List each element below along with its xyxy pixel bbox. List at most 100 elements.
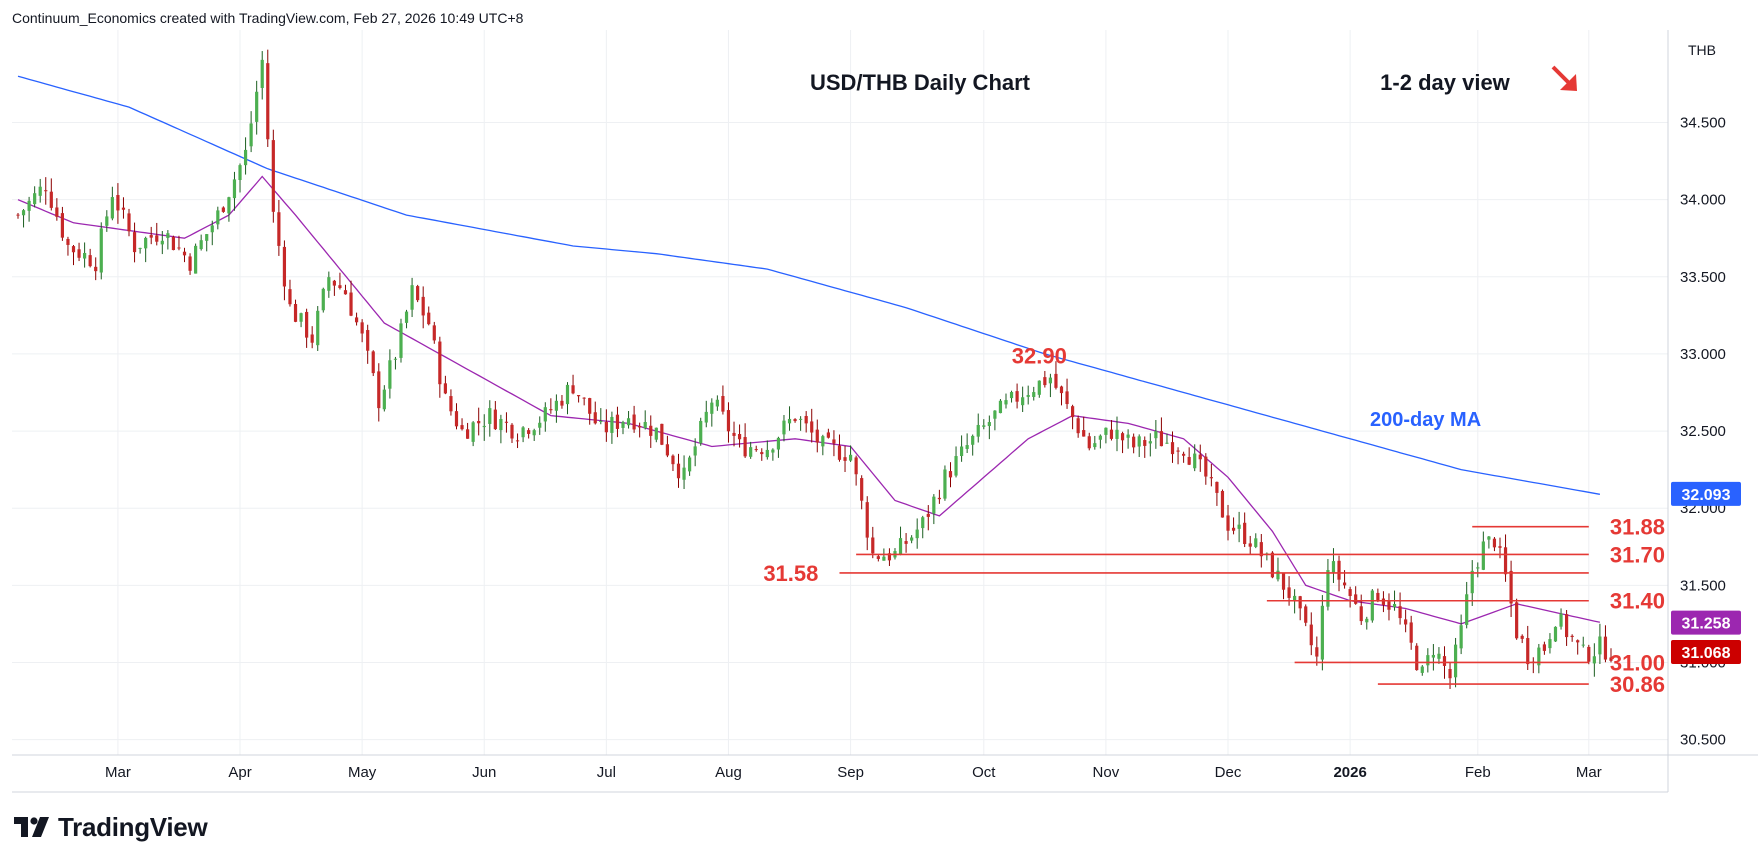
candle-up (932, 496, 936, 514)
x-tick-label: Oct (972, 764, 996, 781)
last-price-tag-bg (1671, 639, 1741, 664)
candle-up (410, 285, 414, 310)
candle-up (316, 310, 320, 346)
candle-up (99, 228, 103, 273)
candle-down (1281, 572, 1286, 590)
level-label: 31.40 (1610, 589, 1665, 614)
candle-up (1426, 655, 1430, 666)
candle-down (926, 513, 930, 517)
candle-up (1537, 647, 1541, 666)
candle-up (210, 225, 214, 233)
candle-down (860, 478, 864, 501)
candle-down (77, 249, 81, 258)
y-tick-label: 34.000 (1680, 192, 1726, 209)
candle-up (1126, 434, 1130, 438)
candle-up (1293, 595, 1297, 601)
candle-down (638, 425, 642, 428)
candle-up (482, 425, 486, 428)
tradingview-logo[interactable]: TradingView (14, 812, 208, 843)
arrow-head (1560, 74, 1577, 91)
x-tick-label: Jun (472, 764, 496, 781)
candle-up (1276, 570, 1280, 580)
candle-up (1465, 594, 1469, 625)
candle-down (121, 207, 126, 210)
candle-down (1442, 656, 1447, 666)
candle-down (421, 296, 425, 316)
candle-up (1320, 605, 1324, 660)
candle-down (1065, 391, 1069, 405)
candle-down (1509, 570, 1513, 604)
candle-down (854, 457, 858, 475)
candle-up (1148, 441, 1152, 444)
tradingview-logo-text: TradingView (58, 812, 208, 842)
candle-down (1542, 644, 1546, 651)
candle-down (454, 411, 459, 427)
ma200-price-tag: 32.093 (1682, 487, 1731, 504)
candle-down (1498, 546, 1502, 548)
candle-up (954, 456, 958, 476)
candle-down (221, 207, 225, 212)
candle-up (1476, 567, 1480, 569)
candle-up (521, 427, 525, 438)
y-tick-label: 31.500 (1680, 577, 1726, 594)
candle-up (110, 197, 114, 219)
candle-down (1315, 647, 1319, 657)
candle-down (1526, 638, 1530, 665)
candle-down (1070, 406, 1075, 418)
candle-down (432, 325, 436, 341)
ma-short-price-tag-bg (1671, 610, 1741, 635)
candle-down (60, 213, 65, 238)
level-label: 31.58 (763, 561, 818, 586)
candle-up (382, 389, 386, 410)
candle-down (1270, 552, 1275, 578)
x-tick-label: May (348, 764, 377, 781)
candle-up (982, 425, 986, 427)
candle-up (1032, 392, 1036, 397)
candle-down (632, 414, 636, 430)
candle-down (515, 440, 520, 442)
candle-down (760, 452, 764, 455)
ma200-price-tag-bg (1671, 481, 1741, 506)
axes: 34.50034.00033.50033.00032.50032.00031.5… (12, 30, 1758, 793)
candle-down (305, 311, 309, 338)
candle-down (721, 396, 725, 412)
ma200-layer (17, 75, 1601, 495)
candle-down (837, 445, 842, 460)
candle-down (55, 207, 59, 217)
candle-up (688, 457, 692, 472)
candle-down (1182, 453, 1186, 456)
candle-down (1259, 542, 1263, 557)
candle-up (1026, 395, 1030, 397)
candle-down (1209, 477, 1213, 479)
candle-up (554, 400, 559, 411)
candles (16, 49, 1613, 689)
candle-down (155, 235, 159, 242)
candle-down (1381, 598, 1386, 605)
candle-down (1109, 429, 1114, 439)
candle-up (205, 234, 209, 241)
level-label: 31.00 (1610, 650, 1665, 675)
candle-down (1309, 624, 1313, 646)
candle-up (38, 186, 42, 196)
candle-down (1120, 433, 1125, 441)
chart-header: Continuum_Economics created with Trading… (12, 10, 524, 26)
candle-up (1098, 435, 1102, 440)
candle-down (660, 423, 664, 445)
candle-up (1553, 626, 1558, 642)
candle-down (1220, 490, 1225, 518)
candle-down (266, 63, 270, 140)
candle-down (1359, 606, 1363, 622)
candle-up (1009, 392, 1014, 399)
candle-up (1021, 397, 1025, 406)
candle-down (177, 247, 181, 249)
y-tick-label: 33.500 (1680, 269, 1726, 286)
candle-down (449, 396, 453, 412)
candle-up (1459, 625, 1463, 649)
candle-down (1603, 636, 1608, 660)
candle-down (588, 398, 592, 414)
candle-up (1559, 613, 1563, 627)
candle-down (338, 285, 342, 289)
candle-down (477, 420, 481, 424)
candle-down (1043, 377, 1047, 386)
